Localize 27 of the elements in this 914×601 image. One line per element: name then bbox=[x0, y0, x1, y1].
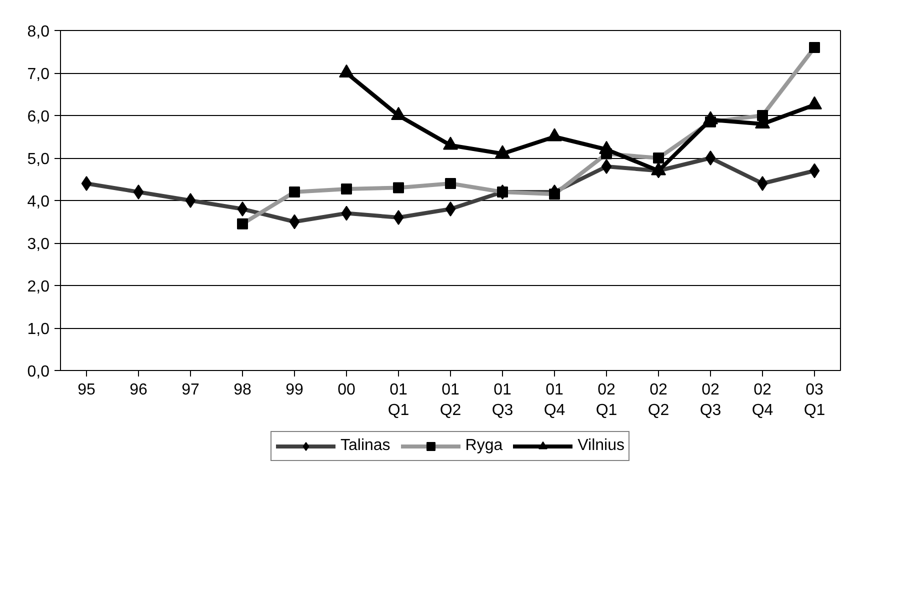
y-tick-label: 5,0 bbox=[27, 151, 50, 168]
x-tick-label: 01 Q3 bbox=[492, 382, 514, 419]
x-tick-label: 97 bbox=[182, 382, 200, 398]
x-tick-label: 03 Q1 bbox=[804, 382, 826, 419]
x-tick-label: 01 Q4 bbox=[544, 382, 566, 419]
x-tick-label: 98 bbox=[234, 382, 252, 398]
x-tick-label: 02 Q2 bbox=[648, 382, 670, 419]
legend-label: Vilnius bbox=[578, 437, 625, 455]
y-tick-label: 1,0 bbox=[27, 321, 50, 338]
x-tick-label: 96 bbox=[130, 382, 148, 398]
x-tick-label: 99 bbox=[286, 382, 304, 398]
y-tick-label: 3,0 bbox=[27, 236, 50, 253]
y-tick-label: 8,0 bbox=[27, 24, 50, 40]
x-tick-label: 00 bbox=[338, 382, 356, 398]
x-tick-label: 02 Q4 bbox=[752, 382, 774, 419]
legend-label: Talinas bbox=[340, 437, 390, 455]
y-tick-label: 2,0 bbox=[27, 278, 50, 296]
x-tick-label: 01 Q2 bbox=[440, 382, 462, 419]
y-tick-label: 0,0 bbox=[27, 364, 50, 380]
legend-label: Ryga bbox=[465, 437, 503, 455]
y-tick-label: 4,0 bbox=[27, 194, 50, 210]
x-tick-label: 02 Q3 bbox=[700, 382, 722, 419]
y-tick-label: 7,0 bbox=[27, 66, 50, 83]
y-tick-label: 6,0 bbox=[27, 108, 50, 126]
x-tick-label: 01 Q1 bbox=[388, 382, 410, 419]
x-tick-label: 02 Q1 bbox=[596, 382, 618, 419]
x-tick-label: 95 bbox=[78, 382, 96, 398]
